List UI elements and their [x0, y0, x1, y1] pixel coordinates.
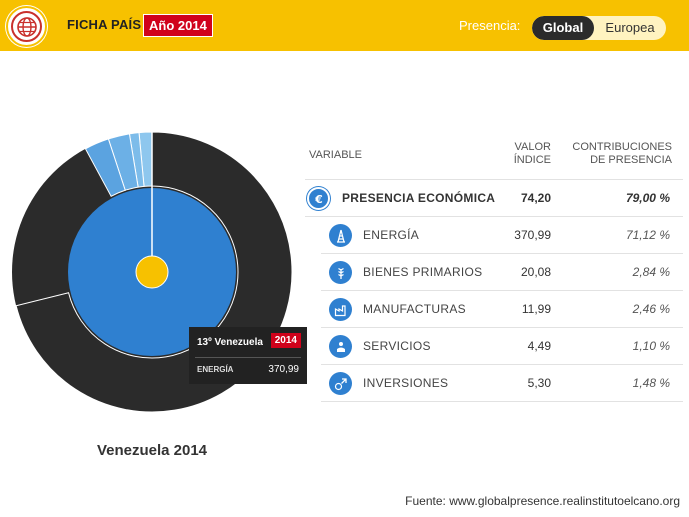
row-contrib: 71,12 % [625, 228, 670, 242]
table-row[interactable]: INVERSIONES 5,30 1,48 % [321, 365, 683, 402]
tooltip-year: 2014 [270, 333, 301, 348]
oil-rig-icon [329, 224, 352, 247]
table-row[interactable]: MANUFACTURAS 11,99 2,46 % [321, 291, 683, 328]
row-name: INVERSIONES [363, 376, 449, 390]
row-valor: 370,99 [514, 228, 551, 242]
wheat-icon [329, 261, 352, 284]
tooltip-label: ENERGÍA [197, 365, 234, 374]
row-contrib: 2,84 % [632, 265, 670, 279]
source-footer: Fuente: www.globalpresence.realinstituto… [405, 494, 680, 508]
row-name: BIENES PRIMARIOS [363, 265, 483, 279]
page-title: FICHA PAÍS [67, 17, 142, 32]
table-row[interactable]: BIENES PRIMARIOS 20,08 2,84 % [321, 254, 683, 291]
euro-icon: € [307, 187, 330, 210]
table-row[interactable]: SERVICIOS 4,49 1,10 % [321, 328, 683, 365]
chart-slice-1[interactable] [84, 138, 126, 198]
toggle-europea-button[interactable]: Europea [605, 20, 655, 35]
presencia-label: Presencia: [459, 18, 521, 33]
row-name: SERVICIOS [363, 339, 431, 353]
header-contrib-line1: CONTRIBUCIONES [572, 141, 672, 153]
row-contrib: 2,46 % [632, 302, 670, 316]
svg-text:€: € [314, 193, 323, 206]
row-contrib: 1,10 % [632, 339, 670, 353]
header-contrib-line2: DE PRESENCIA [590, 154, 672, 166]
header-valor-line1: VALOR [514, 141, 551, 153]
header-contribuciones: CONTRIBUCIONES DE PRESENCIA [557, 141, 672, 167]
row-valor: 74,20 [520, 191, 551, 205]
toggle-global-button[interactable]: Global [532, 16, 594, 40]
globe-icon[interactable] [6, 6, 47, 47]
table-row[interactable]: ENERGÍA 370,99 71,12 % [321, 217, 683, 254]
header-valor-line2: ÍNDICE [513, 154, 551, 166]
service-icon [329, 335, 352, 358]
table-header: VARIABLE VALOR ÍNDICE CONTRIBUCIONES DE … [305, 130, 683, 180]
row-contrib: 1,48 % [632, 376, 670, 390]
row-valor: 11,99 [521, 302, 551, 316]
year-badge: Año 2014 [143, 14, 213, 37]
row-valor: 5,30 [527, 376, 551, 390]
row-name: PRESENCIA ECONÓMICA [342, 191, 496, 205]
row-valor: 4,49 [527, 339, 551, 353]
header-valor: VALOR ÍNDICE [499, 141, 551, 167]
tooltip-value: 370,99 [268, 364, 299, 375]
header-bar: FICHA PAÍS Año 2014 Presencia: Global Eu… [0, 0, 689, 51]
row-contrib: 79,00 % [625, 191, 670, 205]
row-name: MANUFACTURAS [363, 302, 466, 316]
tooltip-title: 13º Venezuela [197, 337, 263, 348]
tooltip-divider [195, 357, 301, 358]
header-variable: VARIABLE [309, 149, 362, 161]
table-row[interactable]: € PRESENCIA ECONÓMICA 74,20 79,00 % [305, 180, 683, 217]
chart-center[interactable] [135, 255, 169, 289]
investment-icon [329, 372, 352, 395]
row-name: ENERGÍA [363, 228, 420, 242]
presencia-toggle: Global Europea [532, 16, 666, 40]
presence-table: VARIABLE VALOR ÍNDICE CONTRIBUCIONES DE … [305, 130, 683, 402]
factory-icon [329, 298, 352, 321]
row-valor: 20,08 [520, 265, 551, 279]
chart-slice-2[interactable] [107, 133, 139, 191]
chart-caption: Venezuela 2014 [96, 442, 208, 459]
chart-tooltip: 13º Venezuela 2014 ENERGÍA 370,99 [189, 327, 307, 384]
